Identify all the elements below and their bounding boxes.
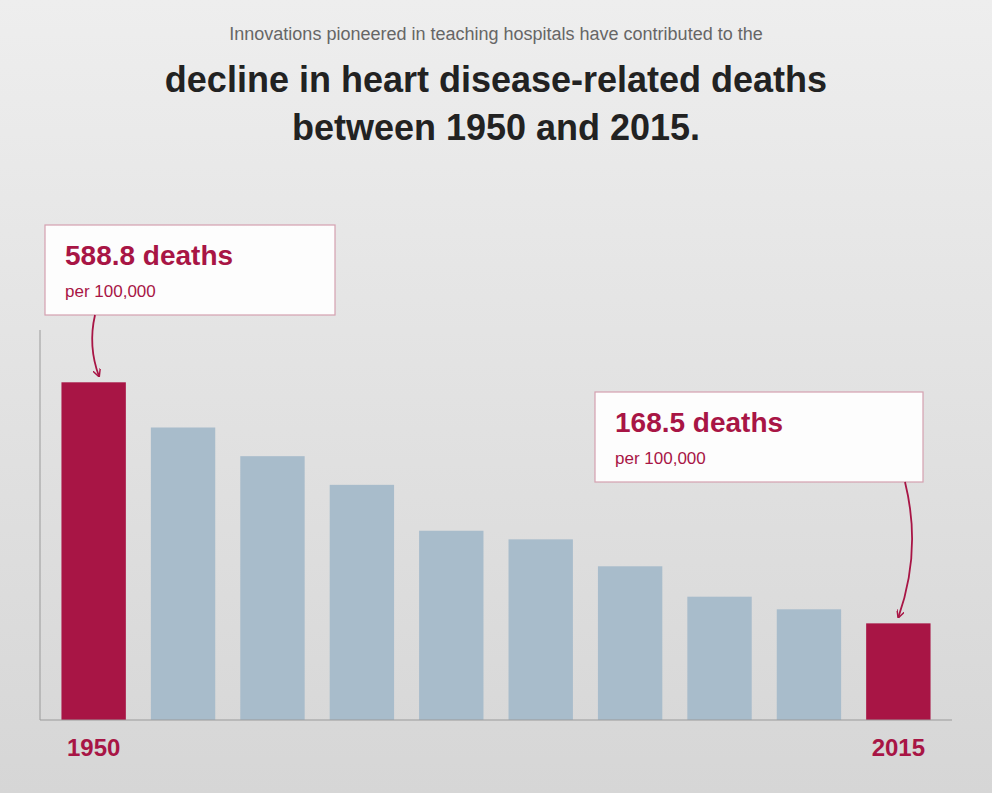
callout-subtext: per 100,000 (65, 282, 156, 301)
x-tick-label: 1950 (67, 734, 120, 761)
title: decline in heart disease-related deaths (165, 59, 827, 100)
x-axis-line (40, 720, 952, 721)
bar (61, 382, 125, 720)
bar (419, 531, 483, 720)
bar (598, 566, 662, 720)
callout: 588.8 deaths per 100,000 (45, 225, 335, 376)
bars (61, 382, 930, 720)
bar (687, 597, 751, 720)
bar (509, 539, 573, 720)
chart: Innovations pioneered in teaching hospit… (0, 0, 992, 793)
bar (330, 485, 394, 720)
callout-value: 168.5 deaths (615, 407, 783, 438)
callout-box (45, 225, 335, 315)
bar (151, 428, 215, 721)
callout-subtext: per 100,000 (615, 449, 706, 468)
bar (866, 623, 930, 720)
title: between 1950 and 2015. (292, 107, 700, 148)
background (0, 0, 992, 793)
subtitle: Innovations pioneered in teaching hospit… (229, 24, 762, 44)
callout-box (595, 392, 923, 482)
callout-value: 588.8 deaths (65, 240, 233, 271)
bar (777, 609, 841, 720)
x-tick-label: 2015 (872, 734, 925, 761)
callout: 168.5 deaths per 100,000 (595, 392, 923, 617)
bar (240, 456, 304, 720)
callout-arrow (92, 315, 99, 376)
y-axis-line (40, 330, 41, 720)
callout-arrow (898, 482, 912, 617)
